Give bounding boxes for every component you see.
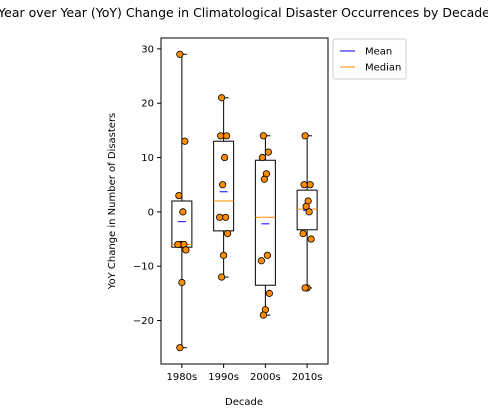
data-point	[219, 181, 227, 189]
data-point	[301, 284, 309, 292]
data-point	[264, 148, 272, 156]
x-axis: 1980s 1990s 2000s 2010s	[167, 364, 323, 383]
data-point	[259, 311, 267, 319]
data-point	[300, 181, 308, 189]
box-body	[171, 200, 193, 248]
data-point	[299, 230, 307, 238]
data-point	[176, 344, 184, 352]
y-axis: −20 −10 0 10 20 30	[133, 44, 161, 327]
data-point	[302, 202, 310, 211]
legend-label-mean: Mean	[365, 47, 392, 58]
legend-label-median: Median	[365, 63, 401, 74]
x-axis-label: Decade	[225, 397, 263, 408]
data-point	[223, 132, 231, 140]
y-tick-label: 20	[141, 99, 154, 110]
box-1980s	[171, 53, 193, 349]
data-point	[221, 153, 229, 162]
box-body	[296, 189, 318, 231]
legend: Mean Median	[332, 38, 407, 80]
data-point	[175, 191, 183, 200]
data-point	[174, 240, 182, 249]
data-point	[306, 181, 314, 189]
data-point	[178, 278, 186, 287]
data-point	[301, 132, 309, 140]
box-body	[254, 159, 276, 286]
data-point	[260, 175, 268, 183]
plot-area	[160, 37, 329, 365]
box-2000s	[254, 135, 276, 316]
legend-frame	[332, 38, 407, 80]
data-point	[218, 94, 226, 102]
chart-title: Year over Year (YoY) Change in Climatolo…	[0, 5, 488, 20]
data-point	[181, 137, 189, 145]
box-body	[213, 140, 235, 232]
box-1990s	[213, 97, 235, 278]
data-point	[176, 50, 184, 58]
data-point	[307, 235, 315, 243]
box-plots	[171, 53, 318, 349]
data-point	[222, 213, 230, 221]
data-point	[258, 153, 266, 162]
data-point	[218, 273, 226, 281]
y-tick-label: −10	[133, 262, 154, 273]
data-point	[257, 257, 265, 265]
y-axis-label: YoY Change in Number of Disasters	[107, 113, 118, 291]
data-point	[263, 251, 271, 259]
data-point	[305, 208, 313, 216]
data-point	[224, 230, 232, 238]
y-tick-label: 30	[141, 44, 154, 55]
data-points	[174, 50, 315, 352]
data-point	[220, 251, 228, 259]
data-point	[259, 132, 267, 140]
y-tick-label: 0	[148, 207, 154, 218]
x-tick-label: 1980s	[167, 372, 198, 383]
data-point	[265, 289, 273, 297]
data-point	[216, 213, 224, 221]
y-tick-label: −20	[133, 316, 154, 327]
data-point	[182, 246, 190, 254]
x-tick-label: 2010s	[292, 372, 323, 383]
x-tick-label: 1990s	[208, 372, 239, 383]
x-tick-label: 2000s	[250, 372, 281, 383]
data-point	[217, 132, 225, 140]
y-tick-label: 10	[141, 153, 154, 164]
data-point	[179, 208, 187, 216]
